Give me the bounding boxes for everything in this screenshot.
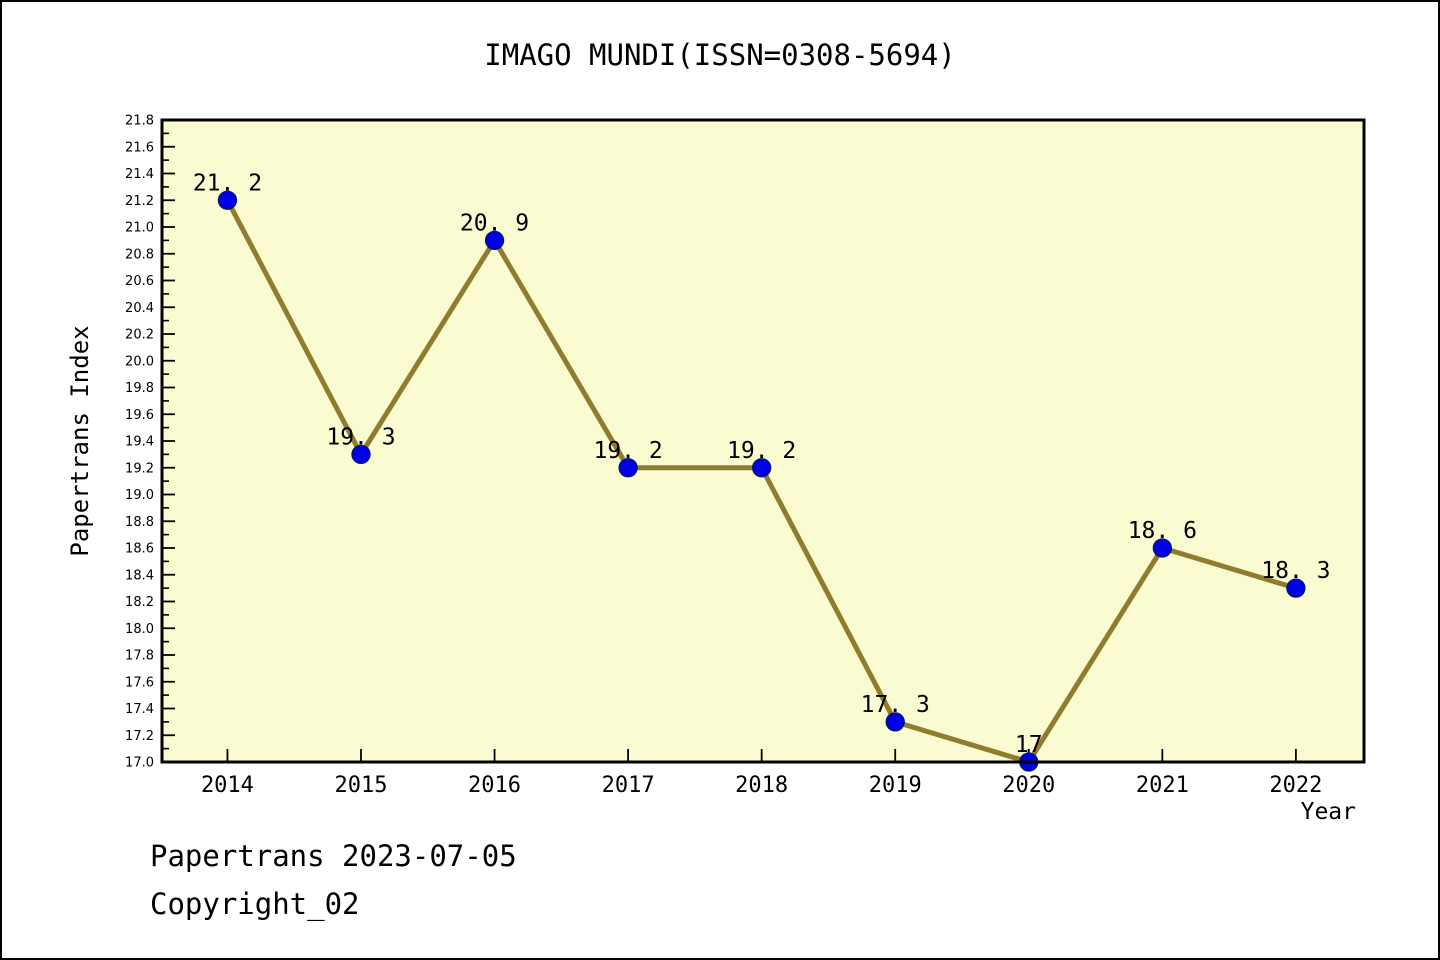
x-tick-label: 2016 <box>468 773 521 798</box>
x-tick-label: 2022 <box>1269 773 1322 798</box>
x-tick-label: 2019 <box>869 773 922 798</box>
data-point-label: 18. 3 <box>1261 558 1330 584</box>
y-tick-label: 17.2 <box>125 729 154 744</box>
y-tick-label: 21.0 <box>125 221 154 236</box>
y-tick-label: 21.4 <box>125 167 154 182</box>
chart-title: IMAGO MUNDI(ISSN=0308-5694) <box>484 38 956 72</box>
plot-border <box>160 118 1366 764</box>
x-tick-label: 2017 <box>602 773 655 798</box>
data-point-label: 21. 2 <box>193 170 262 196</box>
y-tick-label: 17.8 <box>125 649 154 664</box>
x-tick-label: 2018 <box>735 773 788 798</box>
y-tick-label: 19.4 <box>125 435 154 450</box>
y-tick-label: 19.2 <box>125 461 154 476</box>
x-tick-label: 2014 <box>201 773 254 798</box>
x-axis-label: Year <box>1300 799 1356 825</box>
data-point-label: 17. 3 <box>861 692 930 718</box>
data-point-label: 19. 2 <box>727 438 796 464</box>
data-point <box>1286 578 1306 598</box>
footer-copyright: Copyright_02 <box>150 887 360 921</box>
data-point <box>752 458 772 478</box>
data-point <box>217 190 238 210</box>
data-point-label: 20. 9 <box>460 210 529 236</box>
x-tick-label: 2021 <box>1136 773 1189 798</box>
x-tick-label: 2015 <box>335 773 388 798</box>
data-point <box>618 458 638 478</box>
y-tick-label: 18.4 <box>125 568 154 583</box>
data-point-label: 17 <box>1015 732 1043 758</box>
y-tick-label: 21.2 <box>125 194 154 209</box>
y-tick-label: 20.8 <box>125 247 154 262</box>
data-point <box>1152 538 1172 558</box>
y-tick-label: 19.8 <box>125 381 154 396</box>
y-tick-label: 17.4 <box>125 702 154 717</box>
y-tick-label: 20.6 <box>125 274 154 289</box>
y-tick-label: 20.4 <box>125 301 154 316</box>
footer-date: Papertrans 2023-07-05 <box>150 839 517 873</box>
y-tick-label: 17.6 <box>125 675 154 690</box>
data-point <box>885 712 905 732</box>
y-tick-label: 21.6 <box>125 140 154 155</box>
y-tick-label: 19.0 <box>125 488 154 503</box>
data-point-label: 19. 3 <box>326 424 395 450</box>
y-tick-label: 20.0 <box>125 354 154 369</box>
data-point-label: 19. 2 <box>593 438 662 464</box>
y-tick-label: 20.2 <box>125 328 154 343</box>
y-tick-label: 18.8 <box>125 515 154 530</box>
y-tick-label: 18.2 <box>125 595 154 610</box>
y-tick-label: 18.0 <box>125 622 154 637</box>
y-tick-label: 17.0 <box>125 756 154 771</box>
plot-area <box>162 120 1364 762</box>
data-point <box>484 230 505 251</box>
y-tick-label: 18.6 <box>125 542 154 557</box>
y-tick-label: 19.6 <box>125 408 154 423</box>
data-point <box>351 444 371 465</box>
x-tick-label: 2020 <box>1002 773 1055 798</box>
data-point-label: 18. 6 <box>1128 518 1197 544</box>
y-tick-label: 21.8 <box>125 114 154 129</box>
